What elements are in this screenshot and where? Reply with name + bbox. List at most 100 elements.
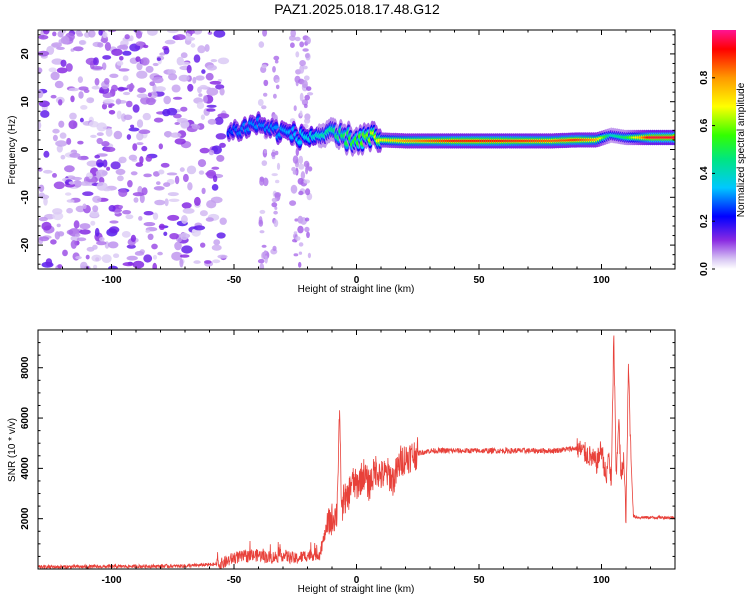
noise-blob	[132, 192, 145, 197]
colorbar-tick-label: 0.4	[699, 166, 710, 180]
noise-blob	[304, 118, 311, 124]
y-tick-label: 4000	[20, 457, 31, 480]
noise-blob	[204, 260, 212, 264]
noise-blob	[176, 118, 188, 123]
noise-blob	[290, 184, 298, 194]
noise-blob	[259, 209, 266, 214]
noise-blob	[193, 54, 201, 63]
noise-blob	[128, 154, 138, 161]
noise-blob	[147, 92, 152, 98]
noise-blob	[91, 66, 103, 70]
x-tick-label: 0	[354, 575, 360, 586]
noise-blob	[66, 137, 72, 145]
noise-blob	[151, 243, 158, 250]
noise-blob	[132, 143, 138, 151]
noise-blob	[257, 99, 264, 106]
noise-blob	[94, 78, 100, 86]
noise-blob	[126, 255, 138, 261]
snr-panel: -100 -50 0 50 100 2000 4000 6000 8000 Height of…	[7, 329, 676, 595]
noise-blob	[272, 245, 277, 252]
noise-blob	[298, 242, 304, 247]
noise-blob	[168, 73, 178, 81]
noise-blob	[181, 215, 188, 224]
x-tick-label: -100	[101, 575, 121, 586]
noise-blob	[140, 57, 150, 66]
noise-blob	[261, 244, 267, 248]
noise-blob	[194, 196, 201, 206]
noise-blob	[207, 31, 213, 35]
noise-blob	[157, 251, 163, 256]
noise-blob	[123, 91, 131, 96]
noise-blob	[143, 173, 152, 178]
noise-blob	[303, 103, 308, 109]
noise-blob	[110, 161, 121, 170]
noise-blob	[261, 252, 266, 259]
noise-blob	[181, 245, 193, 254]
noise-blob	[118, 205, 124, 209]
noise-blob	[111, 48, 123, 56]
noise-blob	[275, 179, 280, 184]
noise-blob	[100, 38, 108, 43]
noise-blob	[193, 225, 206, 231]
noise-blob	[187, 83, 194, 92]
noise-blob	[147, 233, 154, 240]
noise-blob	[263, 92, 268, 97]
noise-blob	[299, 92, 304, 102]
noise-blob	[153, 171, 160, 177]
noise-blob	[138, 129, 151, 134]
noise-blob	[153, 186, 165, 191]
noise-blob	[289, 200, 297, 206]
noise-blob	[216, 154, 225, 162]
noise-blob	[103, 99, 115, 104]
noise-blob	[73, 46, 84, 52]
y-tick-label: 10	[20, 96, 31, 108]
noise-blob	[143, 254, 153, 263]
colorbar-tick-label: 0.8	[699, 70, 710, 84]
noise-blob	[201, 69, 206, 74]
noise-blob	[183, 173, 189, 183]
noise-blob	[307, 92, 314, 96]
y-tick-label: 6000	[20, 406, 31, 429]
noise-blob	[122, 210, 132, 215]
noise-blob	[166, 107, 178, 116]
noise-blob	[69, 152, 81, 158]
noise-blob	[179, 258, 184, 268]
noise-blob	[295, 236, 301, 241]
noise-blob	[211, 166, 220, 170]
noise-blob	[200, 242, 206, 248]
noise-blob	[58, 120, 65, 128]
noise-blob	[147, 30, 158, 36]
noise-blob	[180, 106, 188, 112]
noise-blob	[137, 87, 147, 93]
noise-blob	[56, 46, 65, 51]
noise-blob	[145, 155, 152, 162]
noise-blob	[66, 207, 73, 214]
snr-x-ticks: -100 -50 0 50 100	[37, 330, 676, 586]
noise-blob	[123, 114, 133, 121]
noise-blob	[166, 172, 178, 176]
noise-blob	[152, 254, 158, 260]
noise-blob	[174, 122, 180, 125]
noise-blob	[289, 35, 296, 41]
noise-blob	[217, 254, 228, 259]
noise-blob	[294, 36, 301, 42]
noise-blob	[169, 132, 182, 138]
x-tick-label: 50	[473, 575, 485, 586]
noise-blob	[167, 192, 179, 197]
noise-blob	[262, 30, 268, 37]
noise-blob	[291, 166, 296, 172]
noise-blob	[91, 85, 100, 90]
noise-blob	[306, 86, 312, 91]
noise-blob	[163, 182, 171, 188]
noise-blob	[103, 146, 111, 152]
noise-blob	[90, 220, 96, 226]
noise-blob	[261, 64, 268, 69]
noise-blob	[80, 105, 88, 110]
colorbar-tick-label: 0.0	[699, 262, 710, 276]
noise-blob	[101, 170, 108, 176]
x-tick-label: -50	[227, 575, 242, 586]
snr-plot-area	[38, 330, 675, 569]
noise-blob	[173, 113, 182, 119]
noise-blob	[64, 165, 75, 173]
